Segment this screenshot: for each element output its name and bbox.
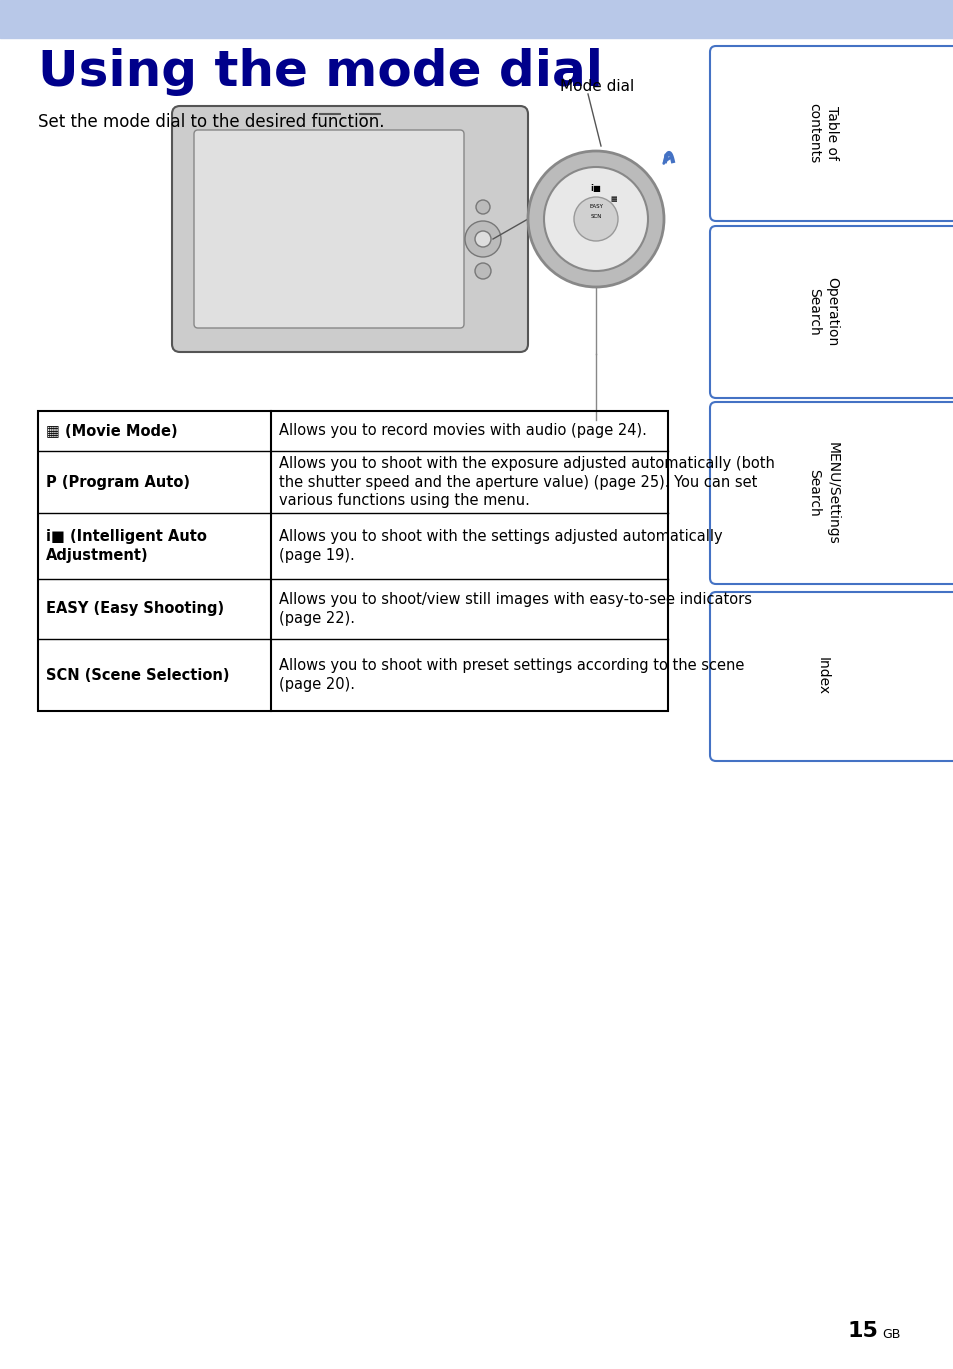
Circle shape <box>475 263 491 279</box>
Text: GB: GB <box>882 1328 900 1340</box>
Text: Index: Index <box>815 657 829 695</box>
FancyBboxPatch shape <box>709 226 953 398</box>
Bar <box>38 411 667 711</box>
Text: Allows you to shoot with the exposure adjusted automatically (both
the shutter s: Allows you to shoot with the exposure ad… <box>279 456 774 508</box>
Text: EASY (Easy Shooting): EASY (Easy Shooting) <box>46 601 224 616</box>
Text: ▦: ▦ <box>610 196 617 203</box>
FancyBboxPatch shape <box>193 130 463 329</box>
FancyBboxPatch shape <box>709 47 953 220</box>
Circle shape <box>543 167 647 271</box>
Text: i■: i■ <box>590 185 600 193</box>
FancyBboxPatch shape <box>709 591 953 761</box>
Text: Set the mode dial to the desired function.: Set the mode dial to the desired functio… <box>38 114 384 131</box>
Text: EASY: EASY <box>588 204 602 209</box>
Text: Allows you to shoot with the settings adjusted automatically
(page 19).: Allows you to shoot with the settings ad… <box>279 530 722 563</box>
Circle shape <box>476 200 490 214</box>
Text: P (Program Auto): P (Program Auto) <box>46 475 190 490</box>
Text: SCN: SCN <box>590 215 601 219</box>
Text: Allows you to shoot/view still images with easy-to-see indicators
(page 22).: Allows you to shoot/view still images wi… <box>279 593 751 626</box>
Text: Operation
Search: Operation Search <box>806 278 839 346</box>
Text: Using the mode dial: Using the mode dial <box>38 48 602 96</box>
Text: i■ (Intelligent Auto
Adjustment): i■ (Intelligent Auto Adjustment) <box>46 530 207 563</box>
Text: ▦ (Movie Mode): ▦ (Movie Mode) <box>46 423 177 438</box>
Text: MENU/Settings
Search: MENU/Settings Search <box>806 442 839 545</box>
FancyBboxPatch shape <box>709 402 953 585</box>
Text: Allows you to record movies with audio (page 24).: Allows you to record movies with audio (… <box>279 423 646 438</box>
Text: SCN (Scene Selection): SCN (Scene Selection) <box>46 668 230 683</box>
Text: Table of
contents: Table of contents <box>806 104 839 164</box>
Bar <box>0 0 953 38</box>
Text: 15: 15 <box>846 1321 877 1342</box>
Circle shape <box>475 231 491 246</box>
Circle shape <box>527 151 663 287</box>
FancyBboxPatch shape <box>172 105 527 352</box>
Circle shape <box>574 197 618 241</box>
Text: Allows you to shoot with preset settings according to the scene
(page 20).: Allows you to shoot with preset settings… <box>279 658 743 691</box>
Text: Mode dial: Mode dial <box>559 79 634 94</box>
Circle shape <box>464 220 500 257</box>
